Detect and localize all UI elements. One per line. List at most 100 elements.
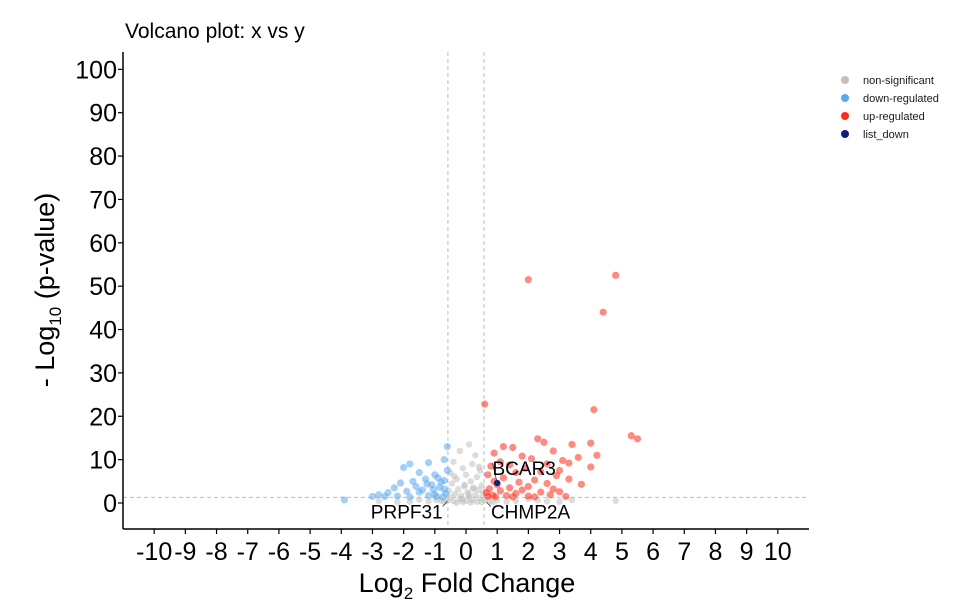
down-regulated-point [406, 493, 414, 501]
x-tick-label: -7 [237, 538, 259, 566]
gene-leader-line [492, 463, 498, 484]
up-regulated-point [555, 466, 564, 475]
up-regulated-point [540, 438, 548, 446]
non-significant-point [450, 458, 457, 465]
gene-label-chmp2a: CHMP2A [491, 503, 571, 524]
down-regulated-point [424, 492, 433, 500]
x-tick-label: 7 [677, 538, 691, 566]
up-regulated-point [502, 492, 511, 500]
up-regulated-point [509, 443, 517, 452]
up-regulated-point [506, 461, 514, 469]
up-regulated-point [565, 459, 573, 467]
non-significant-point [375, 497, 382, 505]
data-points [340, 271, 642, 506]
up-regulated-point [627, 432, 635, 440]
down-regulated-point [415, 488, 423, 496]
legend: non-significant down-regulated up-regulate… [841, 75, 939, 141]
up-regulated-point [537, 468, 545, 476]
down-regulated-point [381, 492, 389, 501]
down-regulated-point [375, 491, 383, 499]
up-regulated-point [524, 492, 532, 500]
up-regulated-point [527, 455, 536, 463]
down-regulated-point [429, 485, 437, 494]
x-tick-label: -4 [330, 538, 352, 566]
non-significant-point [503, 498, 510, 505]
up-regulated-point [481, 400, 489, 408]
legend-label: down-regulated [863, 93, 939, 105]
x-tick-label: 9 [740, 538, 754, 566]
chart-title: Volcano plot: x vs y [125, 20, 305, 43]
up-regulated-point [633, 435, 642, 443]
legend-label: non-significant [863, 75, 934, 87]
up-regulated-point [568, 440, 576, 449]
x-tick-label: 5 [615, 538, 629, 566]
up-regulated-point [524, 482, 532, 491]
gene-leader-line [485, 501, 492, 507]
up-regulated-point [496, 487, 504, 495]
up-regulated-point [506, 484, 514, 492]
non-significant-point [543, 498, 551, 505]
up-regulated-point [590, 406, 598, 414]
up-regulated-point [574, 453, 582, 462]
gene-labels: BCAR3 PRPF31 CHMP2A [371, 459, 571, 523]
x-tick-label: 6 [646, 538, 660, 566]
non-significant-point [455, 485, 462, 493]
non-significant-point [450, 472, 458, 480]
non-significant-point [472, 452, 479, 459]
legend-key-list-down [841, 130, 849, 138]
y-tick-label: 100 [75, 56, 117, 84]
non-significant-point [465, 491, 472, 498]
x-tick-label: -2 [393, 538, 415, 566]
down-regulated-point [393, 492, 401, 500]
y-tick-label: 0 [103, 490, 117, 518]
y-axis-ticks: 0 10 20 30 40 50 60 70 80 90 100 [75, 56, 123, 518]
non-significant-point [467, 478, 474, 485]
legend-key-down-regulated [841, 94, 849, 102]
up-regulated-point [515, 478, 523, 486]
x-tick-label: -3 [361, 538, 383, 566]
legend-key-non-significant [841, 76, 849, 84]
non-significant-point [469, 460, 476, 468]
up-regulated-point [531, 476, 539, 484]
non-significant-point [453, 499, 460, 506]
legend-key-up-regulated [841, 112, 849, 120]
x-tick-label: -5 [299, 538, 321, 566]
up-regulated-point [549, 485, 557, 493]
legend-label: up-regulated [863, 111, 925, 123]
up-regulated-point [555, 488, 564, 496]
up-regulated-point [587, 463, 595, 471]
x-tick-label: -10 [136, 538, 172, 566]
up-regulated-point [484, 492, 492, 501]
up-regulated-point [552, 472, 561, 480]
down-regulated-point [440, 476, 448, 485]
down-regulated-point [406, 460, 414, 468]
non-significant-point [448, 480, 456, 487]
non-significant-point [456, 447, 463, 455]
down-regulated-point [409, 477, 417, 485]
y-tick-label: 80 [89, 143, 117, 171]
down-regulated-point [368, 492, 377, 501]
non-significant-point [473, 498, 481, 505]
x-tick-label: -6 [268, 538, 290, 566]
y-tick-label: 20 [89, 403, 117, 431]
down-regulated-point [432, 492, 440, 501]
x-tick-label: 0 [459, 538, 473, 566]
x-tick-label: 10 [764, 538, 792, 566]
down-regulated-point [440, 456, 448, 464]
up-regulated-point [549, 447, 557, 455]
non-significant-point [451, 490, 459, 498]
down-regulated-point [424, 459, 433, 467]
x-tick-label: 3 [553, 538, 567, 566]
non-significant-point [556, 498, 563, 505]
up-regulated-point [577, 480, 585, 488]
non-significant-point [475, 486, 482, 494]
non-significant-point [467, 499, 474, 506]
up-regulated-point [543, 479, 551, 488]
up-regulated-point [565, 475, 573, 483]
x-axis-ticks: -10 -9 -8 -7 -6 -5 -4 -3 -2 -1 0 1 2 3 4 5 6 7 8 9 10 [136, 529, 792, 566]
x-tick-label: -8 [205, 538, 227, 566]
x-tick-label: -9 [174, 538, 196, 566]
non-significant-point [416, 496, 423, 503]
x-tick-label: 4 [584, 538, 598, 566]
